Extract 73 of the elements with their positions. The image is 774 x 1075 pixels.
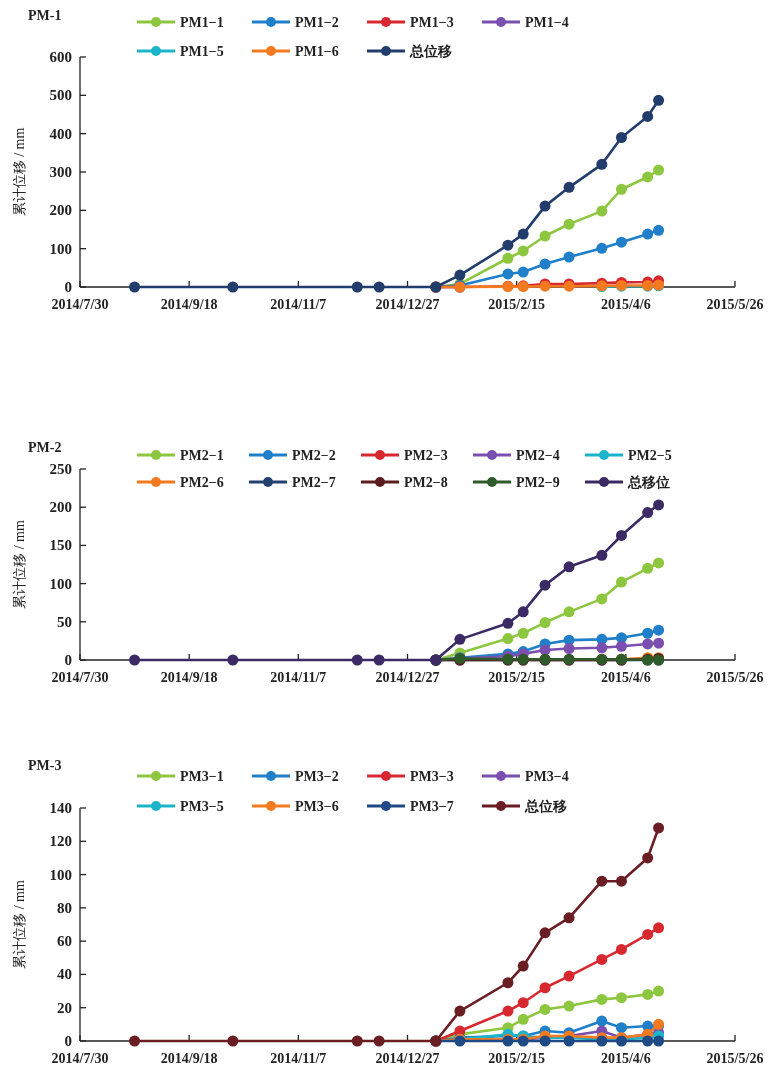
x-tick-label: 2014/9/18 [160,297,218,312]
x-tick-label: 2015/2/15 [488,297,546,312]
legend-label: PM2−8 [404,475,448,490]
legend-label: PM1−1 [180,15,224,30]
x-tick-label: 2014/12/27 [375,1051,440,1066]
y-tick-label: 500 [49,87,72,104]
x-tick-label: 2014/12/27 [375,670,440,685]
legend-label: PM1−5 [180,44,224,59]
y-tick-label: 150 [49,537,72,554]
y-axis-title: 累计位移 / mm [12,127,27,217]
legend-label: PM2−1 [180,448,224,463]
x-tick-label: 2014/11/7 [270,670,327,685]
x-tick-label: 2015/2/15 [488,1051,546,1066]
y-axis-title: 累计位移 / mm [12,520,27,609]
y-tick-label: 0 [64,279,72,295]
x-tick-label: 2014/7/30 [51,297,109,312]
x-tick-label: 2015/4/6 [600,670,651,685]
legend-label: PM2−9 [516,475,560,490]
chart-title: PM-1 [28,8,62,23]
y-tick-label: 600 [49,49,72,65]
y-tick-label: 20 [57,999,72,1016]
legend-label: 总移位 [627,475,670,490]
y-tick-label: 120 [49,833,72,850]
y-tick-label: 300 [49,164,72,180]
legend-label: PM2−4 [516,448,560,463]
x-tick-label: 2015/4/6 [600,297,651,312]
chart-title: PM-2 [28,440,62,455]
x-tick-label: 2014/7/30 [51,1051,109,1066]
x-tick-label: 2015/5/26 [706,1051,764,1066]
y-tick-label: 400 [49,125,72,142]
x-tick-label: 2014/12/27 [375,297,440,312]
legend-label: PM2−7 [292,475,336,490]
legend-label: PM3−3 [410,769,454,784]
y-tick-label: 200 [49,499,72,516]
x-tick-label: 2015/2/15 [488,670,546,685]
legend-label: 总位移 [524,799,567,814]
x-tick-label: 2014/11/7 [270,1051,327,1066]
legend-label: PM3−4 [525,769,569,784]
y-tick-label: 140 [49,800,72,816]
x-tick-label: 2015/5/26 [706,670,764,685]
legend-label: PM3−1 [180,769,224,784]
y-tick-label: 60 [57,933,72,950]
legend-label: PM3−6 [295,799,339,814]
legend-label: PM2−2 [292,448,336,463]
y-tick-label: 100 [49,575,72,592]
y-tick-label: 0 [64,1033,72,1049]
y-tick-label: 100 [49,866,72,883]
legend-label: PM2−6 [180,475,224,490]
x-tick-label: 2015/5/26 [706,297,764,312]
y-tick-label: 50 [57,613,72,630]
x-tick-label: 2015/4/6 [600,1051,651,1066]
chart-title: PM-3 [28,758,62,773]
x-tick-label: 2014/7/30 [51,670,109,685]
y-tick-label: 80 [57,899,72,916]
y-tick-label: 100 [49,240,72,257]
legend-label: PM3−7 [410,799,454,814]
y-axis-title: 累计位移 / mm [12,880,27,969]
y-tick-label: 0 [64,652,72,668]
legend-label: PM3−5 [180,799,224,814]
x-tick-label: 2014/11/7 [270,297,327,312]
y-tick-label: 40 [57,966,72,983]
legend-label: 总位移 [409,44,452,59]
legend-label: PM1−6 [295,44,339,59]
x-tick-label: 2014/9/18 [160,1051,218,1066]
legend-label: PM1−3 [410,15,454,30]
y-tick-label: 250 [49,461,72,477]
legend-label: PM1−2 [295,15,339,30]
legend-label: PM1−4 [525,15,569,30]
legend-label: PM3−2 [295,769,339,784]
legend-label: PM2−5 [628,448,672,463]
y-tick-label: 200 [49,202,72,219]
x-tick-label: 2014/9/18 [160,670,218,685]
legend-label: PM2−3 [404,448,448,463]
